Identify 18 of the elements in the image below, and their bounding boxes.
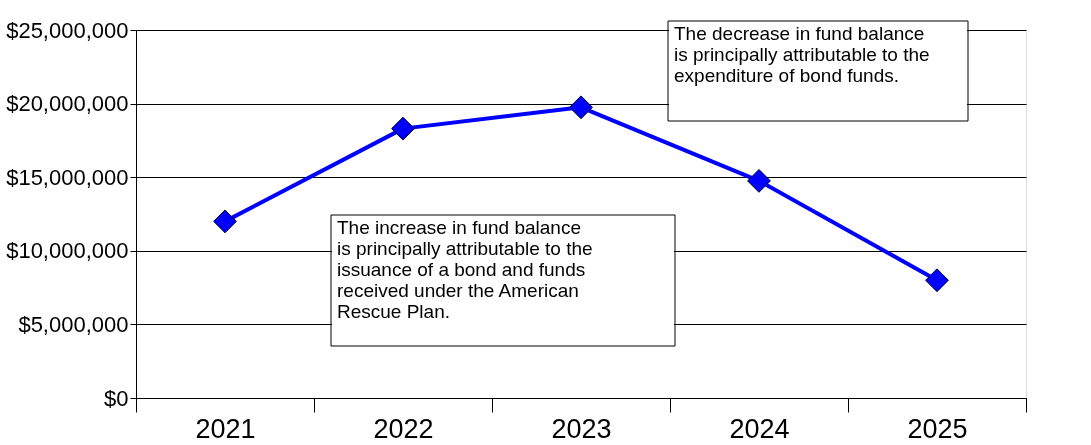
y-tick-label: $25,000,000 [6,17,129,43]
y-tick-label: $0 [104,385,129,411]
y-tick-label: $20,000,000 [6,91,129,117]
x-tick-label: 2024 [729,413,790,444]
point [747,168,771,193]
point [213,209,237,234]
x-tick-label: 2022 [373,413,434,444]
y-tick-label: $15,000,000 [6,164,129,190]
y-tick-label: $10,000,000 [6,238,129,264]
x-tick-label: 2023 [551,413,612,444]
annotation: The increase in fund balance is principally attributable to the issuance of a bond and funds received under the American Rescue Plan. [337,217,593,322]
x-tick-label: 2025 [907,413,968,444]
annotation: The decrease in fund balance is principally attributable to the expenditure of bond funds. [674,23,930,86]
point [569,95,593,120]
y-tick-label: $5,000,000 [18,311,129,337]
point [391,116,415,141]
x-tick-label: 2021 [195,413,256,444]
point [925,268,949,293]
